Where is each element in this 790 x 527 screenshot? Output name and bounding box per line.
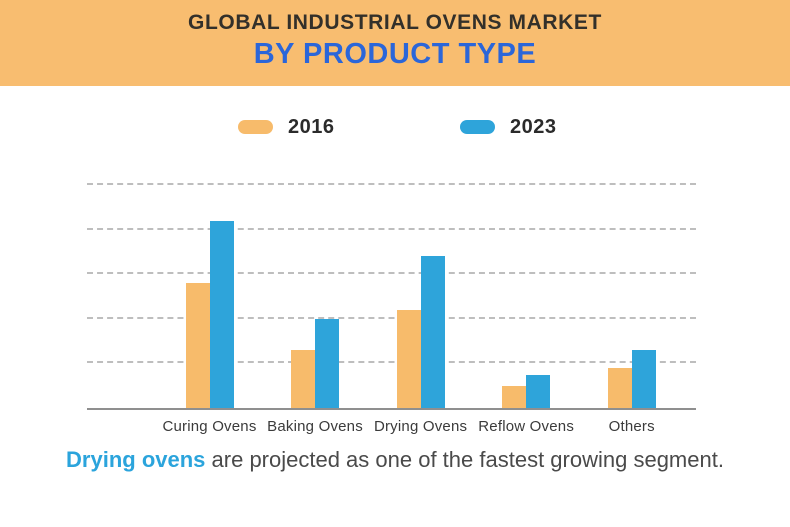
legend-swatch-2023 bbox=[460, 120, 495, 134]
bar-chart: Curing Ovens Baking Ovens Drying Ovens Refl… bbox=[87, 183, 696, 435]
caption-highlight: Drying ovens bbox=[66, 447, 206, 472]
bar-2016-drying-ovens bbox=[396, 309, 421, 408]
x-axis-line bbox=[87, 408, 696, 410]
category-label-others: Others bbox=[608, 418, 655, 435]
bar-2023-baking-ovens bbox=[315, 318, 340, 408]
bar-2016-curing-ovens bbox=[185, 283, 210, 408]
bar-2016-others bbox=[607, 367, 632, 408]
category-label-baking-ovens: Baking Ovens bbox=[267, 418, 363, 435]
bar-2023-reflow-ovens bbox=[526, 374, 551, 408]
header-banner: GLOBAL INDUSTRIAL OVENS MARKET BY PRODUC… bbox=[0, 0, 790, 86]
caption-text: are projected as one of the fastest grow… bbox=[205, 447, 724, 472]
bar-2016-baking-ovens bbox=[291, 350, 316, 408]
legend-label-2023: 2023 bbox=[510, 115, 557, 138]
bar-2016-reflow-ovens bbox=[502, 385, 527, 408]
gridline bbox=[87, 227, 696, 230]
chart-subtitle: BY PRODUCT TYPE bbox=[253, 38, 537, 70]
legend: 2016 2023 bbox=[0, 114, 790, 140]
gridline bbox=[87, 361, 696, 364]
caption: Drying ovens are projected as one of the… bbox=[0, 447, 790, 473]
bar-2023-curing-ovens bbox=[209, 220, 234, 408]
legend-swatch-2016 bbox=[238, 120, 273, 134]
category-label-drying-ovens: Drying Ovens bbox=[373, 418, 468, 435]
bar-2023-others bbox=[631, 350, 656, 408]
chart-title: GLOBAL INDUSTRIAL OVENS MARKET bbox=[188, 11, 602, 34]
legend-item-2023: 2023 bbox=[460, 114, 557, 140]
legend-label-2016: 2016 bbox=[288, 115, 335, 138]
gridline bbox=[87, 183, 696, 185]
category-label-reflow-ovens: Reflow Ovens bbox=[478, 418, 575, 435]
gridline bbox=[87, 316, 696, 319]
bar-2023-drying-ovens bbox=[420, 256, 445, 408]
category-label-curing-ovens: Curing Ovens bbox=[162, 418, 257, 435]
gridline bbox=[87, 272, 696, 275]
legend-item-2016: 2016 bbox=[238, 114, 335, 140]
